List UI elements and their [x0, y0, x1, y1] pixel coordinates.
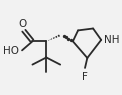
Text: F: F: [81, 72, 87, 82]
Text: O: O: [19, 19, 27, 29]
Text: NH: NH: [104, 35, 120, 45]
Text: HO: HO: [3, 46, 19, 56]
